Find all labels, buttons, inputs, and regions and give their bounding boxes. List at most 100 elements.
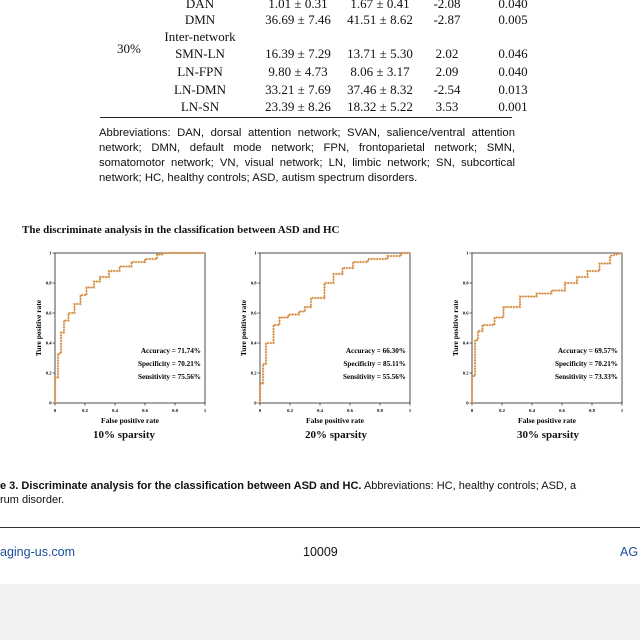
y-tick-label: 1	[254, 251, 257, 256]
x-tick-label: 0.4	[112, 408, 118, 413]
table-abbreviations: Abbreviations: DAN, dorsal attention net…	[99, 127, 515, 184]
roc-stat-3: Sensitivity = 73.33%	[555, 373, 618, 381]
table-cell-p: 0.040	[498, 0, 528, 11]
y-tick-label: 1	[466, 251, 469, 256]
y-tick-label: 0	[49, 401, 52, 406]
table-cell-name: DMN	[184, 12, 216, 27]
footer-rule	[0, 527, 640, 528]
table-cell-name: SMN-LN	[175, 46, 225, 61]
table-cell-p: 0.005	[498, 12, 528, 27]
table-cell-b: 18.32 ± 5.22	[347, 99, 413, 114]
roc-stat-1: Accuracy = 71.74%	[141, 347, 201, 355]
roc-stat-1: Accuracy = 66.30%	[346, 347, 406, 355]
y-tick-label: 0.2	[46, 371, 52, 376]
y-axis-label: Ture positive rate	[34, 299, 43, 356]
plot-frame	[54, 252, 206, 404]
caption-rest: Abbreviations: HC, healthy controls; ASD…	[361, 480, 577, 492]
figure-caption: e 3. Discriminate analysis for the class…	[0, 480, 640, 506]
table-cell-a: 33.21 ± 7.69	[265, 82, 331, 97]
table-cell-b: 1.67 ± 0.41	[350, 0, 410, 11]
x-tick-label: 0	[54, 408, 57, 413]
y-tick-label: 0.8	[46, 281, 52, 286]
roc-stat-2: Specificity = 85.11%	[343, 360, 406, 368]
y-tick-label: 0.4	[251, 341, 257, 346]
y-tick-label: 0	[254, 401, 257, 406]
table-cell-b: 13.71 ± 5.30	[347, 46, 413, 61]
table-cell-a: 9.80 ± 4.73	[268, 64, 328, 79]
x-tick-label: 1	[204, 408, 207, 413]
table-cell-name: Inter-network	[164, 29, 236, 44]
plot-frame	[471, 252, 623, 404]
table-cell-t: 2.02	[435, 46, 459, 61]
x-tick-label: 0.6	[559, 408, 565, 413]
y-axis-label: Ture positive rate	[239, 299, 248, 356]
plot-frame	[259, 252, 411, 404]
table-cell-p: 0.040	[498, 64, 528, 79]
roc-chart-3: 0 0.2 0.4 0.6 0.8 1 0 0.2 0.4 0.6 0.8 1 False positi…	[451, 251, 624, 425]
figure-title: The discriminate analysis in the classif…	[22, 224, 340, 236]
table-cell-a: 36.69 ± 7.46	[265, 12, 331, 27]
y-tick-label: 0.6	[46, 311, 52, 316]
x-tick-label: 0	[259, 408, 262, 413]
roc-panel-3: 0 0.2 0.4 0.6 0.8 1 0 0.2 0.4 0.6 0.8 1 False positi…	[450, 248, 630, 448]
table-cell-a: 16.39 ± 7.29	[265, 46, 331, 61]
sparsity-label-2: 20% sparsity	[304, 429, 368, 441]
footer-page-number: 10009	[303, 545, 338, 559]
x-tick-label: 0.2	[287, 408, 293, 413]
y-tick-label: 0.8	[251, 281, 257, 286]
table-cell-b: 37.46 ± 8.32	[347, 82, 413, 97]
table-cell-name: LN-SN	[180, 99, 220, 114]
y-tick-label: 0.2	[463, 371, 469, 376]
roc-panel-1: 0 0.2 0.4 0.6 0.8 1 0 0.2 0.4 0.6 0.8 1 False positi…	[33, 248, 213, 448]
roc-chart-2: 0 0.2 0.4 0.6 0.8 1 0 0.2 0.4 0.6 0.8 1 False positi…	[239, 251, 412, 425]
sparsity-label-3: 30% sparsity	[516, 429, 580, 441]
caption-prefix: e 3.	[0, 480, 22, 492]
table-cell-t: -2.08	[433, 0, 461, 11]
sparsity-label-1: 10% sparsity	[92, 429, 156, 441]
y-axis-label: Ture positive rate	[451, 299, 460, 356]
table-cell-b: 8.06 ± 3.17	[350, 64, 410, 79]
x-tick-label: 0.8	[377, 408, 383, 413]
y-tick-label: 0.8	[463, 281, 469, 286]
roc-stat-3: Sensitivity = 75.56%	[138, 373, 201, 381]
table-cell-a: 23.39 ± 8.26	[265, 99, 331, 114]
y-tick-label: 0	[466, 401, 469, 406]
footer-journal-abbrev: AG	[620, 545, 639, 559]
table-group-label: 30%	[117, 41, 141, 56]
y-tick-label: 0.2	[251, 371, 257, 376]
roc-chart-1: 0 0.2 0.4 0.6 0.8 1 0 0.2 0.4 0.6 0.8 1 False positi…	[34, 251, 207, 425]
y-tick-label: 0.6	[463, 311, 469, 316]
table-cell-p: 0.013	[498, 82, 528, 97]
x-tick-label: 0	[471, 408, 474, 413]
roc-stat-1: Accuracy = 69.57%	[558, 347, 618, 355]
x-axis-label: False positive rate	[518, 416, 577, 425]
table-cell-t: -2.87	[433, 12, 461, 27]
table-cell-a: 1.01 ± 0.31	[268, 0, 328, 11]
roc-panel-2: 0 0.2 0.4 0.6 0.8 1 0 0.2 0.4 0.6 0.8 1 False positi…	[238, 248, 418, 448]
y-tick-label: 0.4	[46, 341, 52, 346]
roc-stat-3: Sensitivity = 55.56%	[343, 373, 406, 381]
x-axis-label: False positive rate	[306, 416, 365, 425]
roc-stat-2: Specificity = 70.21%	[555, 360, 618, 368]
table-cell-p: 0.046	[498, 46, 528, 61]
table-cell-name: LN-DMN	[174, 82, 226, 97]
roc-curve-core	[54, 252, 205, 403]
x-tick-label: 1	[409, 408, 412, 413]
x-tick-label: 0.8	[172, 408, 178, 413]
x-tick-label: 0.4	[317, 408, 323, 413]
caption-line2: rum disorder.	[0, 494, 65, 506]
table-cell-t: -2.54	[433, 82, 461, 97]
table-cell-t: 2.09	[435, 64, 459, 79]
table-cell-name: DAN	[185, 0, 215, 11]
x-axis-label: False positive rate	[101, 416, 160, 425]
x-tick-label: 0.6	[347, 408, 353, 413]
y-tick-label: 0.4	[463, 341, 469, 346]
table-cell-name: LN-FPN	[177, 64, 223, 79]
caption-bold: Discriminate analysis for the classifica…	[21, 480, 362, 492]
x-tick-label: 0.2	[82, 408, 88, 413]
roc-stat-2: Specificity = 70.21%	[138, 360, 201, 368]
footer-site-link[interactable]: aging-us.com	[0, 545, 76, 559]
y-tick-label: 1	[49, 251, 52, 256]
y-tick-label: 0.6	[251, 311, 257, 316]
roc-curve-core	[259, 252, 410, 403]
